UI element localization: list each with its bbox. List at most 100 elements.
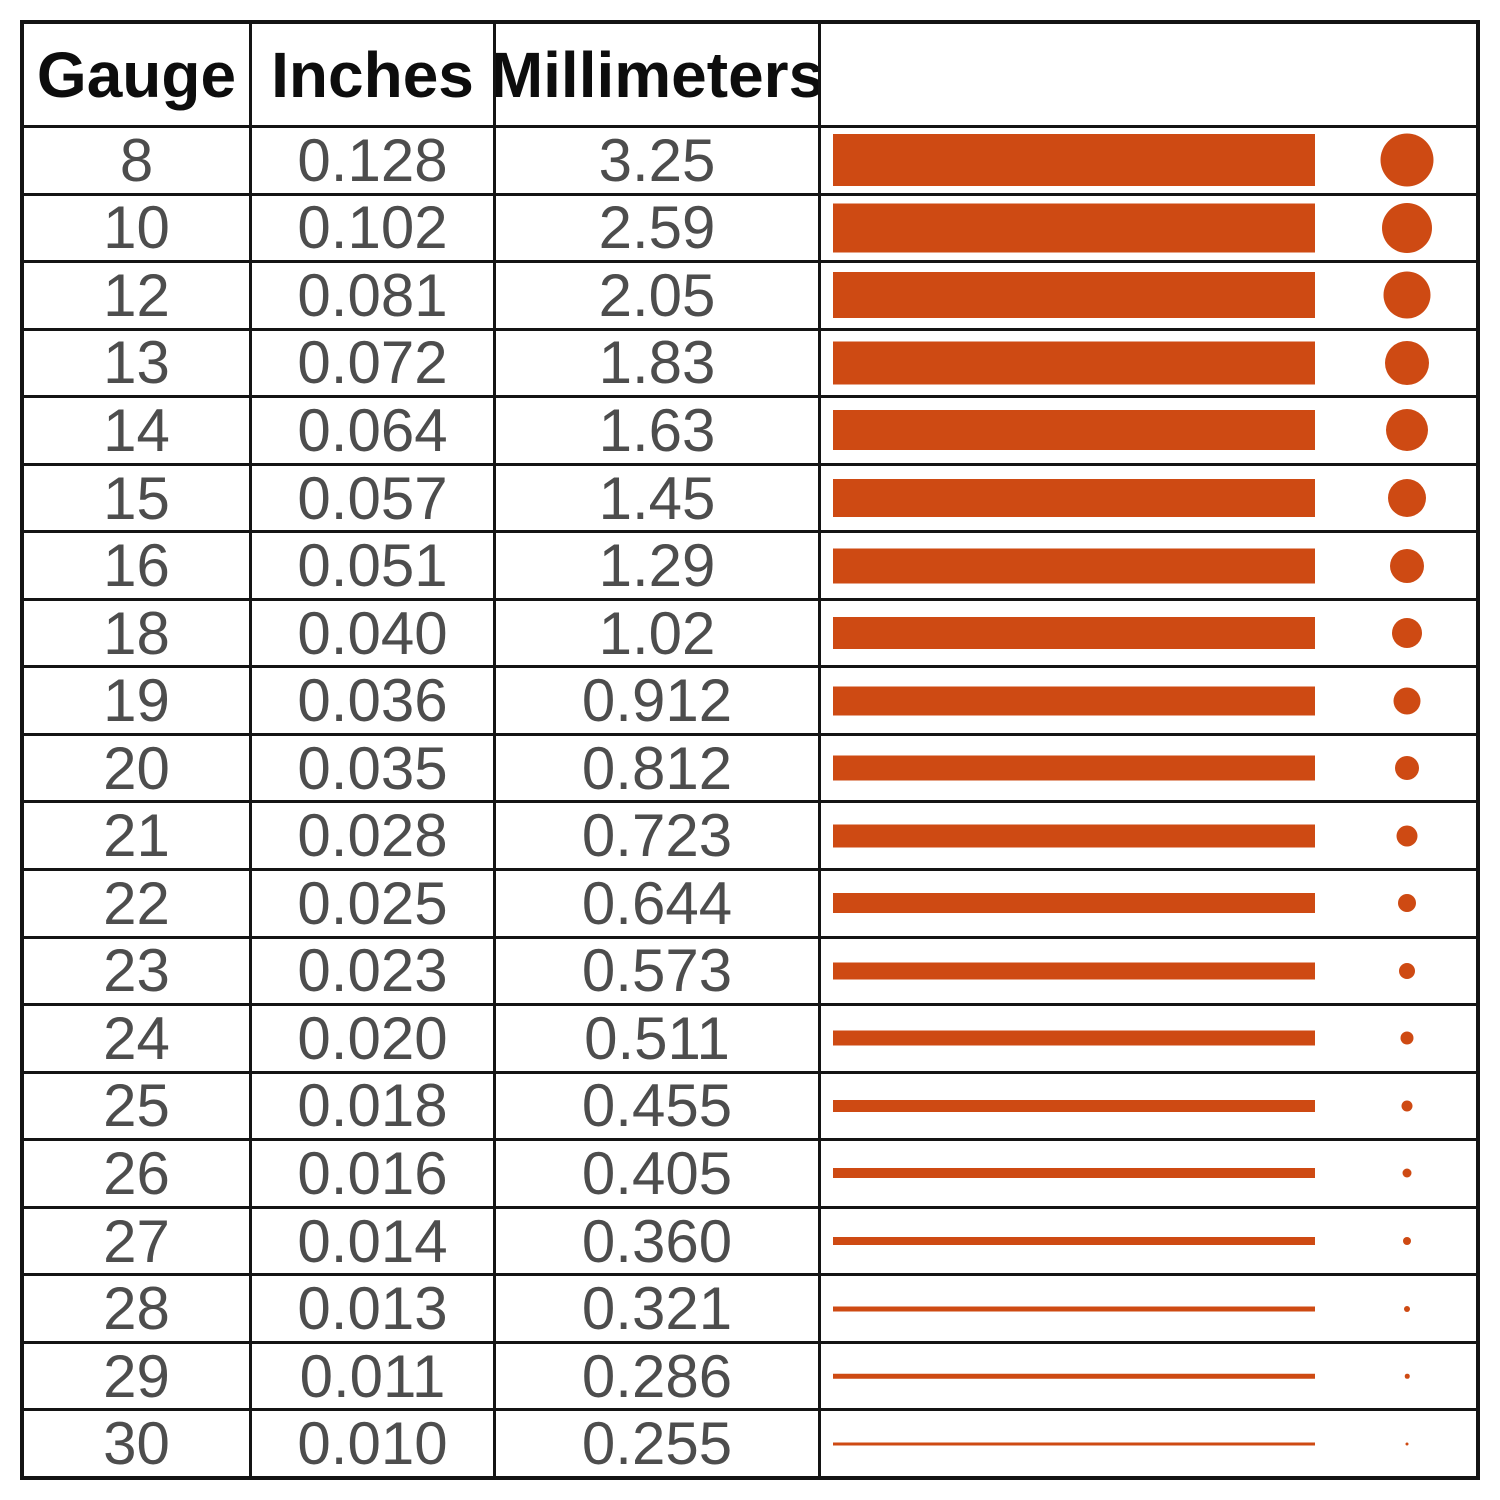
inches-value-cell: 0.013 xyxy=(252,1276,493,1341)
gauge-value-cell: 12 xyxy=(24,263,249,328)
millimeters-value-cell: 0.812 xyxy=(496,735,818,801)
wire-thickness-bar xyxy=(833,272,1315,319)
gauge-value-cell: 23 xyxy=(24,938,249,1004)
inches-value-cell: 0.011 xyxy=(252,1343,493,1409)
gauge-value-cell: 14 xyxy=(24,398,249,463)
gauge-value-cell: 21 xyxy=(24,803,249,869)
wire-visual-cell xyxy=(821,398,1476,463)
inches-value-cell: 0.036 xyxy=(252,668,493,733)
wire-visual-cell xyxy=(821,1343,1476,1409)
wire-thickness-bar xyxy=(833,548,1315,584)
millimeters-value-cell: 0.455 xyxy=(496,1073,818,1139)
wire-thickness-bar xyxy=(833,617,1315,650)
inches-value-cell: 0.102 xyxy=(252,195,493,261)
inches-value-cell: 0.072 xyxy=(252,330,493,396)
wire-diameter-dot xyxy=(1385,340,1429,385)
inches-value-cell: 0.023 xyxy=(252,938,493,1004)
wire-visual-cell xyxy=(821,803,1476,869)
wire-diameter-dot xyxy=(1402,1168,1412,1178)
gauge-value-cell: 26 xyxy=(24,1141,249,1206)
inches-value-cell: 0.035 xyxy=(252,735,493,801)
millimeters-value-cell: 0.360 xyxy=(496,1208,818,1274)
wire-thickness-bar xyxy=(833,755,1315,781)
millimeters-value-cell: 0.723 xyxy=(496,803,818,869)
gauge-value-cell: 16 xyxy=(24,533,249,598)
wire-visual-cell xyxy=(821,533,1476,598)
column-header-millimeters: Millimeters xyxy=(496,24,818,125)
millimeters-value-cell: 0.511 xyxy=(496,1006,818,1071)
wire-thickness-bar xyxy=(833,1168,1315,1179)
wire-diameter-dot xyxy=(1399,962,1415,979)
gauge-value-cell: 18 xyxy=(24,600,249,666)
inches-value-cell: 0.014 xyxy=(252,1208,493,1274)
millimeters-value-cell: 1.29 xyxy=(496,533,818,598)
wire-visual-cell xyxy=(821,1141,1476,1206)
column-header-visual xyxy=(821,24,1476,125)
inches-value-cell: 0.040 xyxy=(252,600,493,666)
gauge-value-cell: 24 xyxy=(24,1006,249,1071)
wire-diameter-dot xyxy=(1395,756,1419,781)
inches-value-cell: 0.010 xyxy=(252,1411,493,1476)
millimeters-value-cell: 2.59 xyxy=(496,195,818,261)
inches-value-cell: 0.081 xyxy=(252,263,493,328)
gauge-value-cell: 28 xyxy=(24,1276,249,1341)
inches-value-cell: 0.018 xyxy=(252,1073,493,1139)
inches-value-cell: 0.051 xyxy=(252,533,493,598)
wire-diameter-dot xyxy=(1396,825,1418,847)
wire-thickness-bar xyxy=(833,893,1315,914)
wire-visual-cell xyxy=(821,195,1476,261)
wire-thickness-bar xyxy=(833,203,1315,253)
inches-value-cell: 0.016 xyxy=(252,1141,493,1206)
wire-diameter-dot xyxy=(1405,1442,1409,1446)
millimeters-value-cell: 0.321 xyxy=(496,1276,818,1341)
inches-value-cell: 0.064 xyxy=(252,398,493,463)
millimeters-value-cell: 3.25 xyxy=(496,128,818,193)
wire-visual-cell xyxy=(821,1208,1476,1274)
wire-diameter-dot xyxy=(1390,548,1424,583)
wire-diameter-dot xyxy=(1393,687,1421,715)
wire-visual-cell xyxy=(821,668,1476,733)
wire-thickness-bar xyxy=(833,134,1315,187)
wire-visual-cell xyxy=(821,1073,1476,1139)
wire-thickness-bar xyxy=(833,410,1315,451)
gauge-value-cell: 10 xyxy=(24,195,249,261)
wire-visual-cell xyxy=(821,600,1476,666)
millimeters-value-cell: 0.573 xyxy=(496,938,818,1004)
wire-thickness-bar xyxy=(833,479,1315,517)
wire-diameter-dot xyxy=(1400,1031,1414,1045)
millimeters-value-cell: 0.644 xyxy=(496,871,818,936)
gauge-value-cell: 20 xyxy=(24,735,249,801)
wire-diameter-dot xyxy=(1383,271,1431,319)
gauge-value-cell: 25 xyxy=(24,1073,249,1139)
wire-visual-cell xyxy=(821,263,1476,328)
wire-thickness-bar xyxy=(833,686,1315,716)
wire-thickness-bar xyxy=(833,341,1315,385)
wire-thickness-bar xyxy=(833,1373,1315,1379)
wire-thickness-bar xyxy=(833,1237,1315,1246)
millimeters-value-cell: 0.286 xyxy=(496,1343,818,1409)
column-header-gauge: Gauge xyxy=(24,24,249,125)
millimeters-value-cell: 1.63 xyxy=(496,398,818,463)
millimeters-value-cell: 2.05 xyxy=(496,263,818,328)
gauge-value-cell: 13 xyxy=(24,330,249,396)
gauge-value-cell: 27 xyxy=(24,1208,249,1274)
millimeters-value-cell: 1.45 xyxy=(496,465,818,531)
wire-diameter-dot xyxy=(1403,1237,1411,1246)
inches-value-cell: 0.025 xyxy=(252,871,493,936)
wire-visual-cell xyxy=(821,1006,1476,1071)
wire-visual-cell xyxy=(821,128,1476,193)
wire-visual-cell xyxy=(821,1276,1476,1341)
wire-visual-cell xyxy=(821,938,1476,1004)
column-header-inches: Inches xyxy=(252,24,493,125)
gauge-value-cell: 19 xyxy=(24,668,249,733)
wire-diameter-dot xyxy=(1388,479,1426,517)
millimeters-value-cell: 0.912 xyxy=(496,668,818,733)
millimeters-value-cell: 0.255 xyxy=(496,1411,818,1476)
gauge-value-cell: 30 xyxy=(24,1411,249,1476)
wire-diameter-dot xyxy=(1401,1100,1413,1112)
inches-value-cell: 0.020 xyxy=(252,1006,493,1071)
millimeters-value-cell: 1.83 xyxy=(496,330,818,396)
wire-thickness-bar xyxy=(833,1030,1315,1046)
gauge-value-cell: 15 xyxy=(24,465,249,531)
wire-diameter-dot xyxy=(1404,1305,1410,1312)
